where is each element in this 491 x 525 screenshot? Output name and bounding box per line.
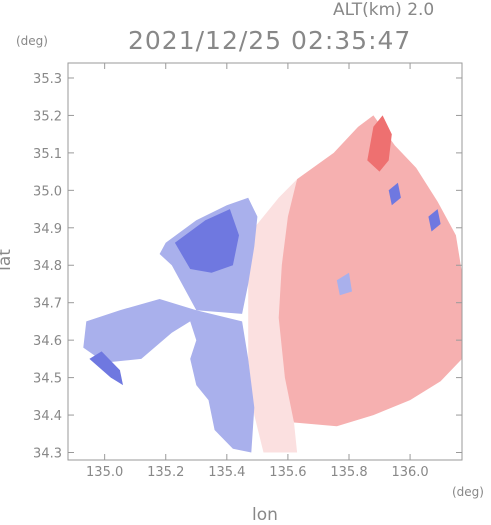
y-unit-label: (deg) bbox=[16, 34, 48, 48]
y-tick-label: 34.3 bbox=[33, 447, 62, 462]
x-tick-label: 135.4 bbox=[208, 465, 245, 480]
echo-region-southwest-toward-strip bbox=[89, 351, 123, 386]
x-tick-label: 136.0 bbox=[391, 465, 428, 480]
tick-layer: 135.0 135.2 135.4 135.6 135.8 136.0 34.3 34.4 34… bbox=[33, 63, 462, 480]
y-tick-label: 34.7 bbox=[33, 297, 62, 312]
x-tick-label: 135.0 bbox=[86, 465, 123, 480]
y-tick-label: 34.4 bbox=[33, 409, 62, 424]
y-tick-label: 35.1 bbox=[33, 147, 62, 162]
y-tick-label: 35.3 bbox=[33, 72, 62, 87]
x-tick-label: 135.6 bbox=[269, 465, 306, 480]
x-tick-label: 135.8 bbox=[330, 465, 367, 480]
altitude-label: ALT(km) 2.0 bbox=[333, 0, 435, 20]
x-unit-label: (deg) bbox=[452, 485, 484, 499]
y-tick-label: 35.2 bbox=[33, 109, 62, 124]
echo-region-center-away-light bbox=[248, 179, 298, 453]
x-tick-label: 135.2 bbox=[147, 465, 184, 480]
echo-layer bbox=[83, 115, 462, 453]
echo-region-north-away-plume bbox=[367, 115, 392, 172]
y-tick-label: 34.8 bbox=[33, 259, 62, 274]
echo-region-west-toward-core bbox=[174, 209, 239, 273]
echo-region-small-toward-cell-east bbox=[428, 209, 441, 232]
plot-frame bbox=[67, 62, 463, 461]
y-tick-label: 34.5 bbox=[33, 372, 62, 387]
y-axis-title: lat bbox=[0, 249, 15, 271]
x-axis-title: lon bbox=[252, 505, 278, 525]
echo-region-northeast-away bbox=[275, 115, 462, 427]
y-tick-label: 34.6 bbox=[33, 334, 62, 349]
echo-region-small-toward-cell-north bbox=[388, 182, 401, 206]
timestamp: 2021/12/25 02:35:47 bbox=[128, 26, 412, 55]
y-tick-label: 34.9 bbox=[33, 222, 62, 237]
y-tick-label: 35.0 bbox=[33, 184, 62, 199]
echo-region-small-toward-cell-center bbox=[336, 272, 352, 296]
